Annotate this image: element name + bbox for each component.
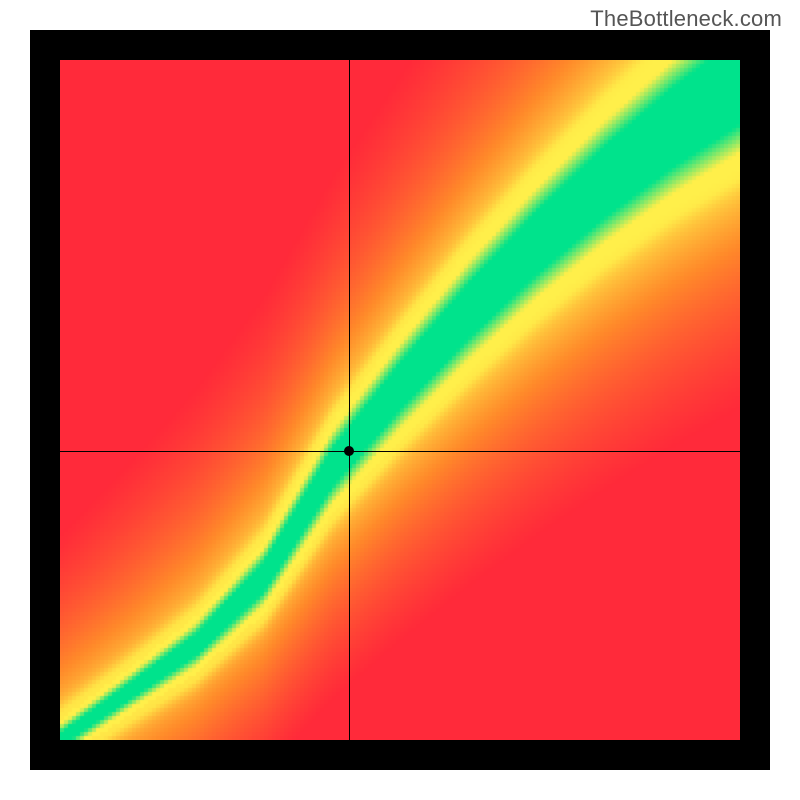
plot-frame	[30, 30, 770, 770]
watermark-text: TheBottleneck.com	[590, 6, 782, 32]
crosshair-horizontal	[60, 451, 740, 452]
crosshair-vertical	[349, 60, 350, 740]
chart-container: TheBottleneck.com	[0, 0, 800, 800]
bottleneck-heatmap	[60, 60, 740, 740]
crosshair-point	[344, 446, 354, 456]
